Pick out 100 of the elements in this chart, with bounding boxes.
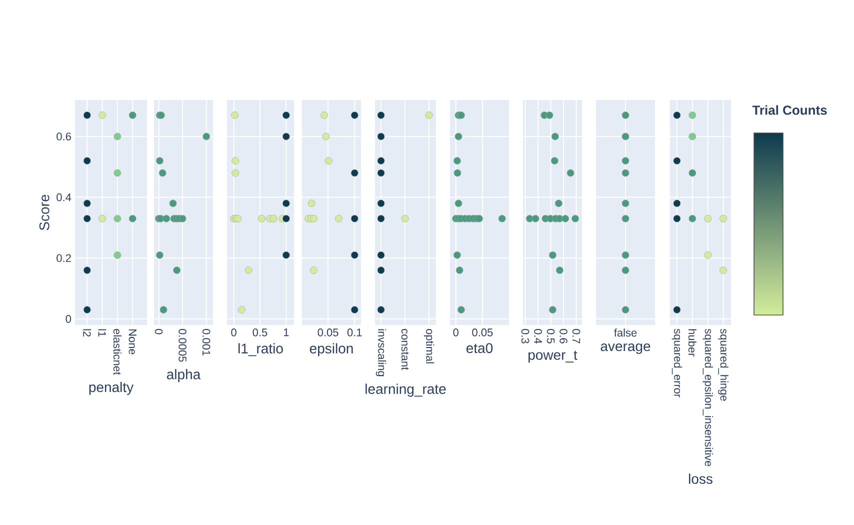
point: [704, 214, 712, 222]
x-tick-label: 0.001: [202, 328, 210, 356]
x-tick-label: 0: [154, 328, 163, 334]
point: [244, 266, 252, 274]
point: [377, 251, 385, 259]
point: [350, 169, 358, 177]
point: [548, 306, 556, 314]
point: [720, 266, 727, 274]
y-tick-label: 0.6: [56, 132, 71, 140]
point: [324, 157, 332, 165]
x-axis-title: power_t: [528, 350, 578, 363]
point: [377, 132, 385, 140]
x-tick-label: l2: [83, 329, 92, 337]
point: [401, 214, 409, 222]
point: [282, 200, 290, 208]
point: [377, 157, 385, 165]
point: [350, 112, 358, 119]
point: [457, 306, 465, 314]
point: [231, 112, 239, 119]
x-axis-title: average: [600, 343, 650, 354]
x-tick-label: 0.7: [572, 328, 580, 344]
point: [158, 169, 166, 177]
point: [704, 251, 712, 259]
point: [232, 157, 240, 165]
point: [554, 200, 562, 208]
x-tick-label: 0.0005: [178, 328, 186, 362]
x-axis-title: l1_ratio: [238, 343, 283, 356]
point: [377, 266, 385, 274]
point: [270, 214, 278, 222]
point: [282, 132, 290, 140]
x-tick-label: squared_epsilon_insensitive: [702, 328, 713, 466]
point: [377, 214, 385, 222]
point: [310, 214, 318, 222]
point: [178, 214, 186, 222]
point: [238, 306, 246, 314]
x-tick-label: 0.05: [472, 328, 493, 336]
y-tick-label: 0.4: [56, 193, 72, 202]
color-bar-title: Trial Counts: [752, 105, 827, 115]
point: [532, 214, 540, 222]
point: [572, 214, 579, 222]
point: [350, 214, 358, 222]
y-axis-title: Score: [39, 194, 50, 230]
point: [377, 200, 385, 208]
point: [258, 214, 266, 222]
point: [334, 214, 342, 222]
point: [310, 266, 318, 274]
x-tick-label: optimal: [424, 328, 434, 364]
point: [350, 306, 358, 314]
x-tick-label: 1: [284, 328, 289, 336]
x-tick-label: false: [614, 328, 637, 337]
point: [546, 112, 554, 119]
x-tick-label: 0.05: [318, 328, 338, 336]
y-tick-label: 0: [66, 315, 72, 323]
x-tick-label: squared_error: [672, 328, 682, 398]
point: [673, 306, 681, 314]
point: [320, 112, 328, 119]
point: [454, 169, 462, 177]
point: [454, 132, 462, 140]
point: [454, 200, 462, 208]
x-axis-title: alpha: [166, 369, 201, 382]
point: [425, 112, 433, 119]
x-tick-label: elasticnet: [113, 329, 122, 375]
point: [202, 132, 210, 140]
x-axis-title: epsilon: [310, 343, 353, 356]
x-axis-title: penalty: [89, 382, 134, 395]
point: [169, 200, 177, 208]
point: [377, 169, 385, 177]
x-tick-label: 0.6: [560, 328, 568, 344]
point: [550, 157, 558, 165]
point: [322, 132, 330, 140]
point: [526, 214, 534, 222]
x-tick-label: 0.4: [534, 328, 542, 344]
point: [456, 266, 464, 274]
point: [282, 251, 290, 259]
point: [551, 132, 559, 140]
point: [566, 169, 574, 177]
point: [308, 200, 316, 208]
point: [548, 251, 556, 259]
x-tick-label: huber: [688, 329, 696, 356]
point: [688, 132, 696, 140]
x-tick-label: invscaling: [376, 329, 386, 376]
x-tick-label: 0.5: [546, 328, 555, 344]
point: [282, 214, 290, 222]
x-axis-title: loss: [689, 474, 712, 484]
point: [83, 306, 91, 314]
x-tick-label: l1: [98, 329, 106, 337]
point: [282, 112, 290, 119]
x-tick-label: squared_hinge: [718, 328, 728, 401]
x-axis-title: learning_rate: [366, 384, 446, 397]
x-tick-label: None: [128, 329, 136, 354]
point: [162, 214, 170, 222]
x-tick-label: 0.1: [347, 328, 362, 336]
x-tick-label: 0.5: [252, 328, 268, 336]
point: [498, 214, 506, 222]
x-tick-label: constant: [401, 329, 409, 370]
point: [232, 169, 240, 177]
point: [173, 266, 181, 274]
point: [562, 214, 570, 222]
point: [453, 157, 461, 165]
x-axis-title: eta0: [466, 343, 493, 354]
